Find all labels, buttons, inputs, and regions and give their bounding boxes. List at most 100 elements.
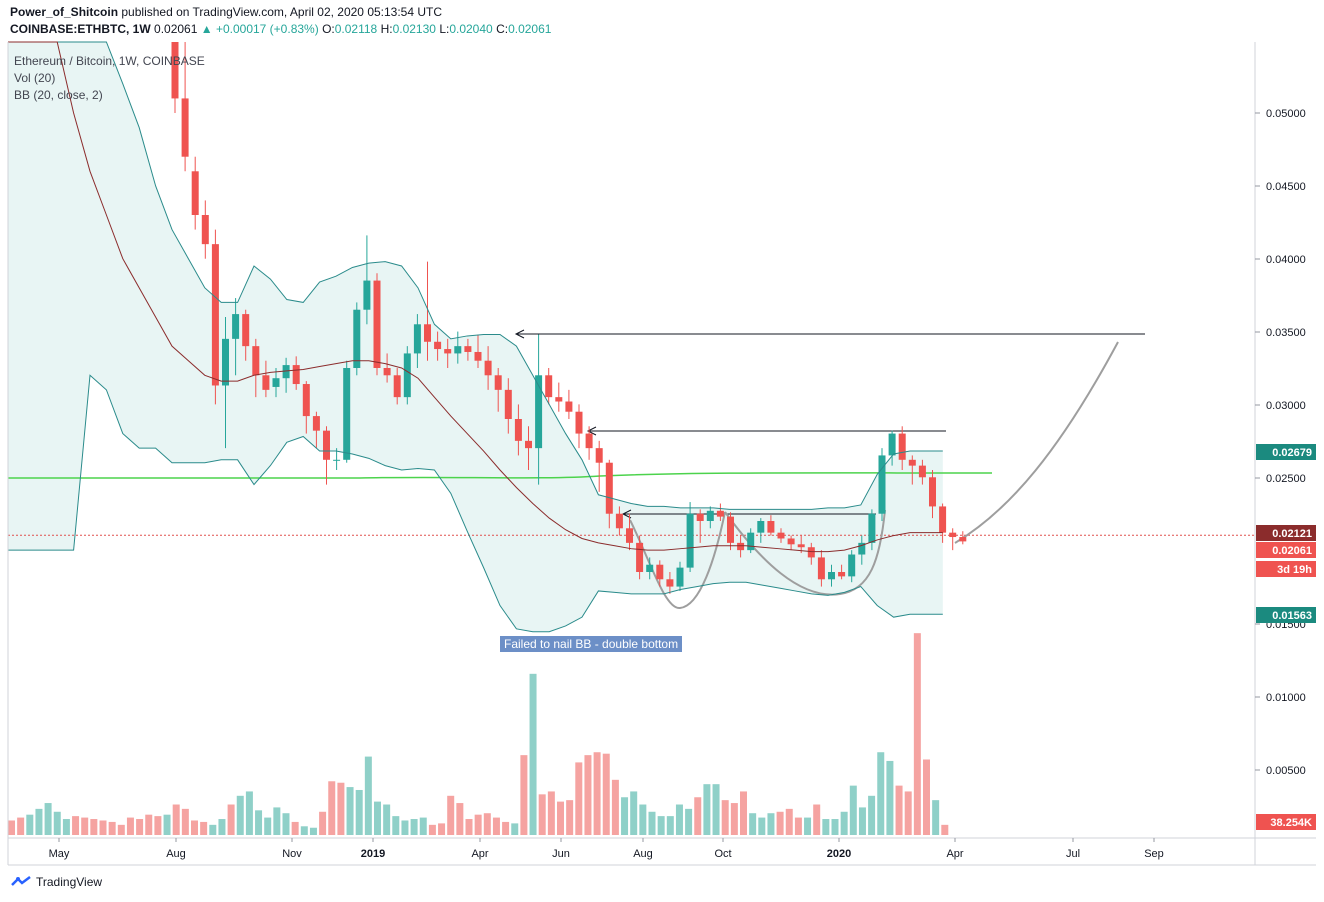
candle[interactable] xyxy=(535,334,543,485)
candle[interactable] xyxy=(626,513,633,551)
cup-curve-1[interactable] xyxy=(629,511,726,609)
candle[interactable] xyxy=(353,302,361,376)
tradingview-footer[interactable]: TradingView xyxy=(10,875,102,889)
candle[interactable] xyxy=(474,334,482,368)
candle[interactable] xyxy=(545,368,553,405)
candle-body xyxy=(535,375,543,449)
candle[interactable] xyxy=(858,535,866,565)
candle[interactable] xyxy=(201,200,209,259)
candle[interactable] xyxy=(191,156,199,230)
candle[interactable] xyxy=(636,535,644,580)
candle[interactable] xyxy=(757,518,765,543)
candle[interactable] xyxy=(868,509,876,551)
candle[interactable] xyxy=(434,331,442,361)
candle[interactable] xyxy=(605,459,613,529)
candle[interactable] xyxy=(666,572,674,594)
candle[interactable] xyxy=(686,502,694,572)
candle[interactable] xyxy=(898,426,906,470)
chart-annotation[interactable]: Failed to nail BB - double bottom xyxy=(500,636,683,652)
candle[interactable] xyxy=(565,389,573,419)
candle[interactable] xyxy=(302,381,310,434)
candle[interactable] xyxy=(727,512,734,551)
candle[interactable] xyxy=(504,378,512,434)
projection-curve[interactable] xyxy=(954,341,1119,544)
candle-body xyxy=(343,368,351,460)
candle[interactable] xyxy=(888,430,896,466)
candle[interactable] xyxy=(454,331,462,364)
candle[interactable] xyxy=(676,561,684,591)
candle[interactable] xyxy=(424,261,431,361)
volume-indicator-label[interactable]: Vol (20) xyxy=(14,71,56,85)
candle[interactable] xyxy=(211,229,219,405)
candle[interactable] xyxy=(939,503,947,543)
candle[interactable] xyxy=(737,535,745,558)
candle[interactable] xyxy=(242,309,250,361)
candle-body xyxy=(666,579,674,587)
candle[interactable] xyxy=(777,528,785,543)
candle-body xyxy=(191,171,199,215)
candle[interactable] xyxy=(656,560,664,587)
candle[interactable] xyxy=(555,382,563,412)
candle[interactable] xyxy=(484,346,492,390)
candle[interactable] xyxy=(929,470,936,519)
candle[interactable] xyxy=(171,42,179,113)
candle[interactable] xyxy=(787,535,795,551)
candle[interactable] xyxy=(646,557,654,580)
candles[interactable] xyxy=(171,42,967,594)
candle[interactable] xyxy=(615,506,623,536)
candle[interactable] xyxy=(514,404,522,456)
candle[interactable] xyxy=(312,411,320,449)
candle[interactable] xyxy=(464,338,472,361)
candle[interactable] xyxy=(595,440,603,492)
candle[interactable] xyxy=(817,550,825,587)
volume-bar xyxy=(840,811,848,835)
candle[interactable] xyxy=(767,515,775,536)
candle[interactable] xyxy=(908,455,916,485)
cup-curve-2[interactable] xyxy=(724,509,886,596)
candle[interactable] xyxy=(292,356,300,390)
candle[interactable] xyxy=(716,503,724,521)
candle[interactable] xyxy=(696,509,704,543)
author-name[interactable]: Power_of_Shitcoin xyxy=(10,5,119,19)
candle[interactable] xyxy=(949,528,957,551)
candle[interactable] xyxy=(323,426,330,485)
volume-bar xyxy=(17,817,25,835)
candle[interactable] xyxy=(413,314,421,368)
candle[interactable] xyxy=(848,550,856,583)
candle[interactable] xyxy=(181,42,189,172)
candle[interactable] xyxy=(343,360,351,463)
candle[interactable] xyxy=(232,298,240,376)
candle[interactable] xyxy=(828,564,835,587)
candle[interactable] xyxy=(363,235,371,325)
bb-indicator-label[interactable]: BB (20, close, 2) xyxy=(14,88,103,102)
candle[interactable] xyxy=(252,338,260,398)
countdown-badge: 3d 19h xyxy=(1256,561,1316,577)
candle[interactable] xyxy=(918,459,926,485)
candle[interactable] xyxy=(333,448,341,470)
candle-body xyxy=(696,513,704,521)
indicator-legend: Ethereum / Bitcoin, 1W, COINBASE Vol (20… xyxy=(14,53,205,104)
candle[interactable] xyxy=(807,542,815,565)
candle[interactable] xyxy=(383,353,391,383)
candle[interactable] xyxy=(797,535,805,554)
candle[interactable] xyxy=(373,273,381,376)
candle[interactable] xyxy=(878,448,886,521)
candle[interactable] xyxy=(959,531,967,545)
candle[interactable] xyxy=(444,338,452,368)
x-tick-label: Aug xyxy=(633,848,653,860)
candle[interactable] xyxy=(747,528,755,554)
candle[interactable] xyxy=(838,564,846,580)
candle[interactable] xyxy=(222,317,229,449)
candle[interactable] xyxy=(393,368,401,405)
candle[interactable] xyxy=(403,346,411,405)
candle[interactable] xyxy=(585,426,593,460)
drawings[interactable] xyxy=(514,329,1145,609)
candle[interactable] xyxy=(494,368,502,412)
candle[interactable] xyxy=(282,357,290,393)
candle[interactable] xyxy=(706,506,714,529)
candle[interactable] xyxy=(525,426,532,470)
candle[interactable] xyxy=(262,360,270,398)
candle[interactable] xyxy=(272,368,280,398)
candle[interactable] xyxy=(575,404,583,449)
